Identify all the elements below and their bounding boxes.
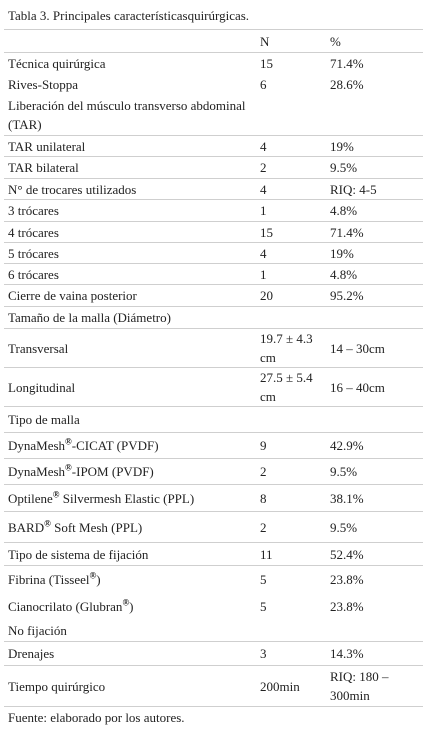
table-cell: RIQ: 4-5 [330, 181, 377, 197]
table-row: Tipo de malla [4, 407, 423, 433]
table-row: Transversal 19.7 ± 4.3 cm 14 – 30cm [4, 329, 423, 368]
table-cell: Tamaño de la malla (Diámetro) [8, 310, 171, 325]
table-cell: 71.4% [330, 224, 364, 240]
table-row: Técnica quirúrgica 15 71.4% [4, 53, 423, 74]
table-cell: Transversal [8, 340, 69, 356]
table-cell: Tipo de sistema de fijación [8, 546, 149, 562]
table-row: 3 trócares 1 4.8% [4, 200, 423, 222]
table-cell: 19% [330, 138, 354, 154]
table-row: Tamaño de la malla (Diámetro) [4, 307, 423, 329]
table-cell: 15 [260, 56, 273, 71]
table-row: Rives-Stoppa 6 28.6% [4, 74, 423, 95]
table-cell: RIQ: 180 – 300min [330, 669, 389, 703]
table-cell: Tipo de malla [8, 412, 80, 427]
table-cell: 1 [260, 266, 267, 282]
table-cell: 1 [260, 203, 267, 218]
table-cell: 19.7 ± 4.3 cm [260, 331, 313, 365]
table-row: Drenajes 3 14.3% [4, 642, 423, 666]
table-row: 4 trócares 15 71.4% [4, 222, 423, 243]
table-cell: Liberación del músculo transverso abdomi… [8, 98, 246, 132]
table-row: Tiempo quirúrgico 200min RIQ: 180 – 300min [4, 666, 423, 707]
table-cell: 16 – 40cm [330, 379, 385, 395]
table-row: DynaMesh®-IPOM (PVDF) 2 9.5% [4, 459, 423, 485]
table-row: Tipo de sistema de fijación 11 52.4% [4, 543, 423, 566]
table-cell: 3 [260, 646, 267, 661]
table-row: Fibrina (Tisseel®) 5 23.8% [4, 566, 423, 593]
table-row: Longitudinal 27.5 ± 5.4 cm 16 – 40cm [4, 368, 423, 407]
table-cell: 3 trócares [8, 203, 59, 218]
table-cell: 28.6% [330, 77, 364, 92]
table-cell: 23.8% [330, 572, 364, 587]
table-row: No fijación [4, 619, 423, 642]
table-cell: 2 [260, 464, 267, 479]
table-cell: 52.4% [330, 546, 364, 562]
table-cell: Fibrina (Tisseel®) [8, 570, 101, 587]
table-cell: Cianocrilato (Glubran®) [8, 597, 134, 614]
table-cell: 2 [260, 519, 267, 535]
table-row: TAR bilateral 2 9.5% [4, 157, 423, 179]
table-cell: 4.8% [330, 266, 358, 282]
table-cell: 6 trócares [8, 266, 59, 282]
table-cell: 95.2% [330, 288, 364, 303]
table-cell: TAR bilateral [8, 160, 79, 175]
table-cell: No fijación [8, 622, 67, 638]
table-cell: 8 [260, 490, 267, 506]
table-cell: Técnica quirúrgica [8, 56, 106, 71]
table-cell: 14.3% [330, 646, 364, 661]
table-cell: Drenajes [8, 646, 55, 661]
table-cell: 5 [260, 598, 267, 614]
table-title: Tabla 3. Principales característicasquir… [8, 8, 250, 23]
table-cell: BARD® Soft Mesh (PPL) [8, 518, 143, 535]
table-cell: 9.5% [330, 160, 358, 175]
table-row: DynaMesh®-CICAT (PVDF) 9 42.9% [4, 433, 423, 459]
table-row: 6 trócares 1 4.8% [4, 264, 423, 285]
table-cell: 4 [260, 138, 267, 154]
table-cell: Longitudinal [8, 379, 76, 395]
table-row: N° de trocares utilizados 4 RIQ: 4-5 [4, 179, 423, 200]
table-cell: 5 [260, 572, 267, 587]
table-cell: 38.1% [330, 490, 364, 506]
table-cell: 4 trócares [8, 224, 59, 240]
header-cell: N [260, 33, 270, 49]
table-cell: 71.4% [330, 56, 364, 71]
table-row: 5 trócares 4 19% [4, 243, 423, 264]
header-cell: % [330, 33, 341, 49]
table-cell: 2 [260, 160, 267, 175]
table-cell: 9.5% [330, 464, 358, 479]
table-cell: Optilene® Silvermesh Elastic (PPL) [8, 489, 195, 506]
table-cell: 27.5 ± 5.4 cm [260, 370, 313, 404]
table-cell: DynaMesh®-IPOM (PVDF) [8, 462, 154, 479]
table-cell: 4 [260, 245, 267, 261]
table-row: BARD® Soft Mesh (PPL) 2 9.5% [4, 512, 423, 543]
table-cell: TAR unilateral [8, 138, 86, 154]
table-cell: DynaMesh®-CICAT (PVDF) [8, 436, 159, 453]
table-cell: 42.9% [330, 438, 364, 453]
table-cell: 15 [260, 224, 273, 240]
table-cell: 14 – 30cm [330, 340, 385, 356]
table-cell: 9 [260, 438, 267, 453]
table-cell: 200min [260, 678, 300, 694]
table-top-rule [4, 29, 423, 30]
table-footer: Fuente: elaborado por los autores. [8, 710, 185, 725]
table-row: Optilene® Silvermesh Elastic (PPL) 8 38.1% [4, 485, 423, 512]
table-cell: 19% [330, 245, 354, 261]
table-row: Liberación del músculo transverso abdomi… [4, 95, 423, 136]
table-cell: Tiempo quirúrgico [8, 678, 106, 694]
table-cell: 5 trócares [8, 245, 59, 261]
table-cell: 20 [260, 288, 273, 303]
table-row: TAR unilateral 4 19% [4, 136, 423, 157]
table-cell: Cierre de vaina posterior [8, 288, 137, 303]
table-row: Cierre de vaina posterior 20 95.2% [4, 285, 423, 307]
table-cell: Rives-Stoppa [8, 77, 79, 92]
table-cell: 6 [260, 77, 267, 92]
table-row: Cianocrilato (Glubran®) 5 23.8% [4, 593, 423, 619]
header-row: N% [4, 30, 423, 53]
table-cell: 9.5% [330, 519, 358, 535]
table-cell: N° de trocares utilizados [8, 181, 137, 197]
table-cell: 11 [260, 546, 273, 562]
table-cell: 4 [260, 181, 267, 197]
table-cell: 4.8% [330, 203, 358, 218]
table-cell: 23.8% [330, 598, 364, 614]
